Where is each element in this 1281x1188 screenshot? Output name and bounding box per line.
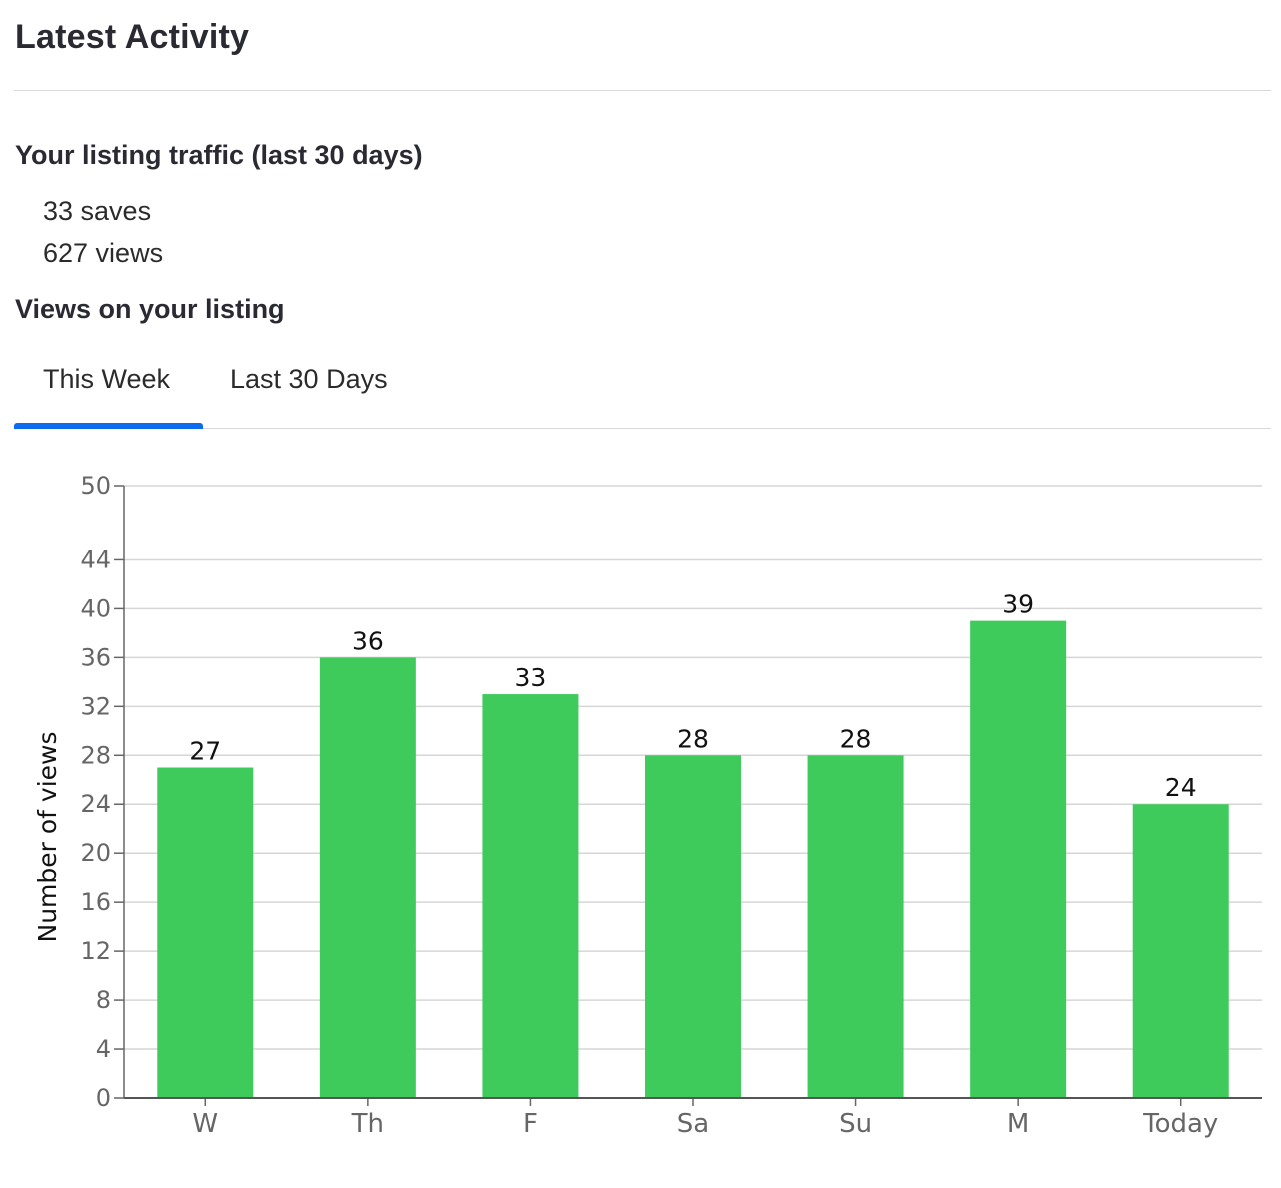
y-tick-label: 32 — [80, 692, 111, 720]
bar-value-label: 24 — [1165, 773, 1197, 802]
tab-bar-divider — [14, 428, 1271, 429]
views-count: 627 views — [43, 238, 164, 268]
y-tick-label: 28 — [80, 741, 111, 769]
x-tick-label: M — [1007, 1109, 1029, 1139]
active-tab-indicator — [14, 423, 203, 429]
y-tick-label: 8 — [96, 986, 111, 1014]
saves-count: 33 saves — [43, 196, 152, 226]
y-tick-label: 50 — [80, 472, 111, 500]
views-heading: Views on your listing — [15, 294, 285, 324]
bar[interactable] — [482, 694, 579, 1098]
y-tick-label: 16 — [80, 888, 111, 916]
bar-value-label: 39 — [1002, 590, 1034, 619]
x-tick-label: W — [192, 1109, 218, 1139]
y-axis-title: Number of views — [33, 731, 62, 942]
bar[interactable] — [645, 755, 741, 1098]
traffic-heading: Your listing traffic (last 30 days) — [15, 140, 423, 170]
x-tick-label: Th — [351, 1109, 384, 1139]
section-title: Latest Activity — [15, 18, 250, 56]
x-tick-label: Today — [1142, 1109, 1218, 1139]
y-tick-label: 0 — [96, 1084, 111, 1112]
tab-last-30-days[interactable]: Last 30 Days — [230, 364, 388, 394]
views-bar-chart: 0 4 8 12 16 20 24 28 32 36 40 44 50 27 W 36 Th 33 F 28 Sa 28 S… — [33, 472, 1262, 1139]
y-tick-label: 20 — [80, 839, 111, 867]
x-tick-label: F — [523, 1109, 538, 1139]
y-tick-label: 12 — [80, 937, 111, 965]
tab-bar: This Week Last 30 Days — [14, 350, 1271, 429]
bar[interactable] — [970, 620, 1067, 1098]
y-tick-label: 24 — [80, 790, 111, 818]
header-divider — [14, 90, 1271, 91]
bar[interactable] — [319, 657, 416, 1098]
bar-value-label: 36 — [352, 626, 384, 655]
y-tick-label: 4 — [96, 1035, 111, 1063]
y-tick-label: 36 — [80, 643, 111, 671]
y-tick-label: 44 — [80, 545, 111, 573]
bar[interactable] — [1132, 804, 1229, 1098]
bar[interactable] — [807, 755, 904, 1098]
bar-value-label: 28 — [840, 724, 872, 753]
y-tick-label: 40 — [80, 594, 111, 622]
x-tick-label: Sa — [677, 1109, 709, 1139]
bar-value-label: 33 — [515, 663, 547, 692]
tab-this-week[interactable]: This Week — [43, 364, 171, 394]
bar-value-label: 28 — [677, 724, 709, 753]
bar[interactable] — [157, 767, 254, 1098]
x-tick-label: Su — [839, 1109, 872, 1139]
bar-value-label: 27 — [189, 737, 221, 766]
